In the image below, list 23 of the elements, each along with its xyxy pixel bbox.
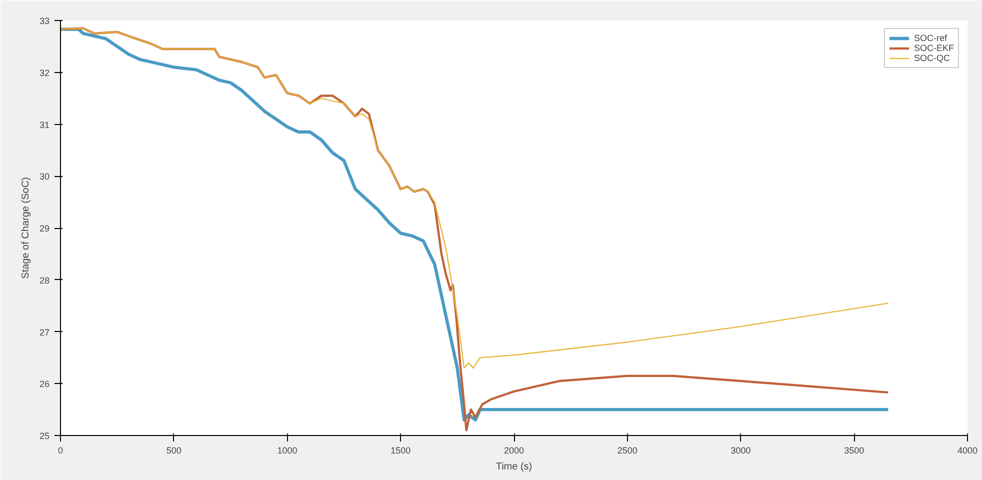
x-tick-label: 2500	[617, 446, 638, 456]
y-tick-label: 29	[39, 224, 50, 234]
y-axis-title: Stage of Charge (SoC)	[20, 177, 32, 279]
x-tick-label: 3000	[730, 446, 751, 456]
x-tick-label: 3500	[844, 446, 864, 456]
y-tick-label: 33	[39, 16, 50, 26]
y-tick-label: 32	[39, 68, 50, 78]
y-tick-label: 27	[39, 327, 50, 338]
x-axis-title: Time (s)	[496, 462, 532, 472]
legend-label: SOC-ref	[914, 33, 947, 43]
x-tick-label: 1500	[390, 446, 411, 456]
y-tick-label: 30	[39, 172, 50, 182]
x-tick-label: 4000	[957, 446, 978, 456]
x-tick-label: 0	[58, 446, 64, 456]
y-tick-label: 26	[39, 379, 50, 390]
x-tick-label: 1000	[277, 446, 298, 456]
x-tick-label: 500	[166, 446, 182, 456]
y-tick-label: 31	[39, 120, 50, 130]
legend-label: SOC-QC	[914, 53, 950, 63]
y-tick-label: 25	[39, 431, 50, 441]
x-tick-label: 2000	[504, 446, 524, 456]
y-tick-label: 28	[39, 275, 50, 286]
legend-label: SOC-EKF	[914, 43, 954, 53]
